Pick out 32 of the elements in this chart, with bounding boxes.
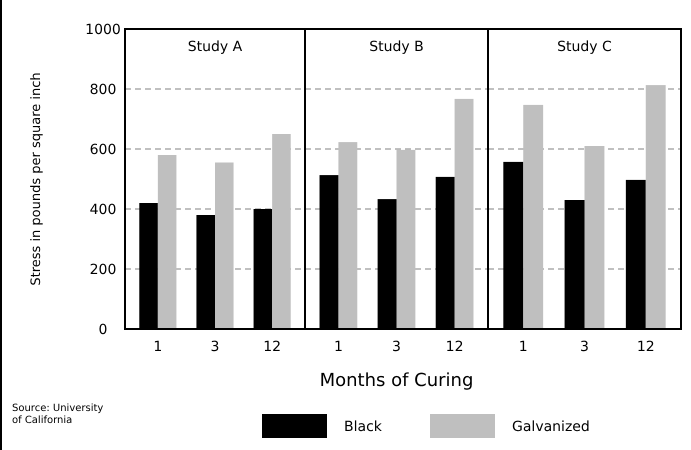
x-tick-label: 12 bbox=[446, 339, 464, 355]
x-tick-label: 12 bbox=[636, 339, 655, 355]
x-tick-label: 1 bbox=[153, 339, 162, 355]
x-tick-label: 12 bbox=[263, 339, 282, 355]
x-tick-label: 1 bbox=[334, 339, 343, 355]
text: Study C bbox=[557, 39, 612, 55]
bar bbox=[523, 104, 544, 329]
bar bbox=[646, 85, 666, 329]
x-axis-title: Months of Curing bbox=[320, 370, 474, 391]
bar bbox=[272, 134, 291, 329]
bar bbox=[454, 98, 474, 329]
legend-label: Black bbox=[344, 419, 383, 435]
bar bbox=[158, 155, 176, 329]
x-tick-label: 1 bbox=[518, 339, 528, 355]
y-tick-label: 800 bbox=[90, 82, 116, 98]
legend-label: Galvanized bbox=[512, 419, 590, 435]
bar bbox=[215, 162, 234, 329]
x-tick-label: 3 bbox=[210, 339, 220, 355]
y-tick-label: 200 bbox=[90, 262, 116, 278]
x-tick-label: 3 bbox=[580, 339, 589, 355]
y-tick-label: 0 bbox=[98, 322, 108, 338]
y-axis-title: Stress in pounds per square inch bbox=[29, 72, 44, 286]
bar bbox=[584, 146, 604, 329]
x-tick-label: 3 bbox=[392, 339, 401, 355]
y-tick-label: 1000 bbox=[85, 22, 121, 38]
y-tick-label: 600 bbox=[90, 142, 116, 158]
text: Study A bbox=[188, 39, 243, 55]
text: Study B bbox=[369, 39, 424, 55]
source-note: Source: University of California bbox=[12, 403, 104, 426]
bar bbox=[396, 150, 416, 329]
bar bbox=[338, 142, 358, 329]
y-tick-label: 400 bbox=[90, 202, 116, 218]
